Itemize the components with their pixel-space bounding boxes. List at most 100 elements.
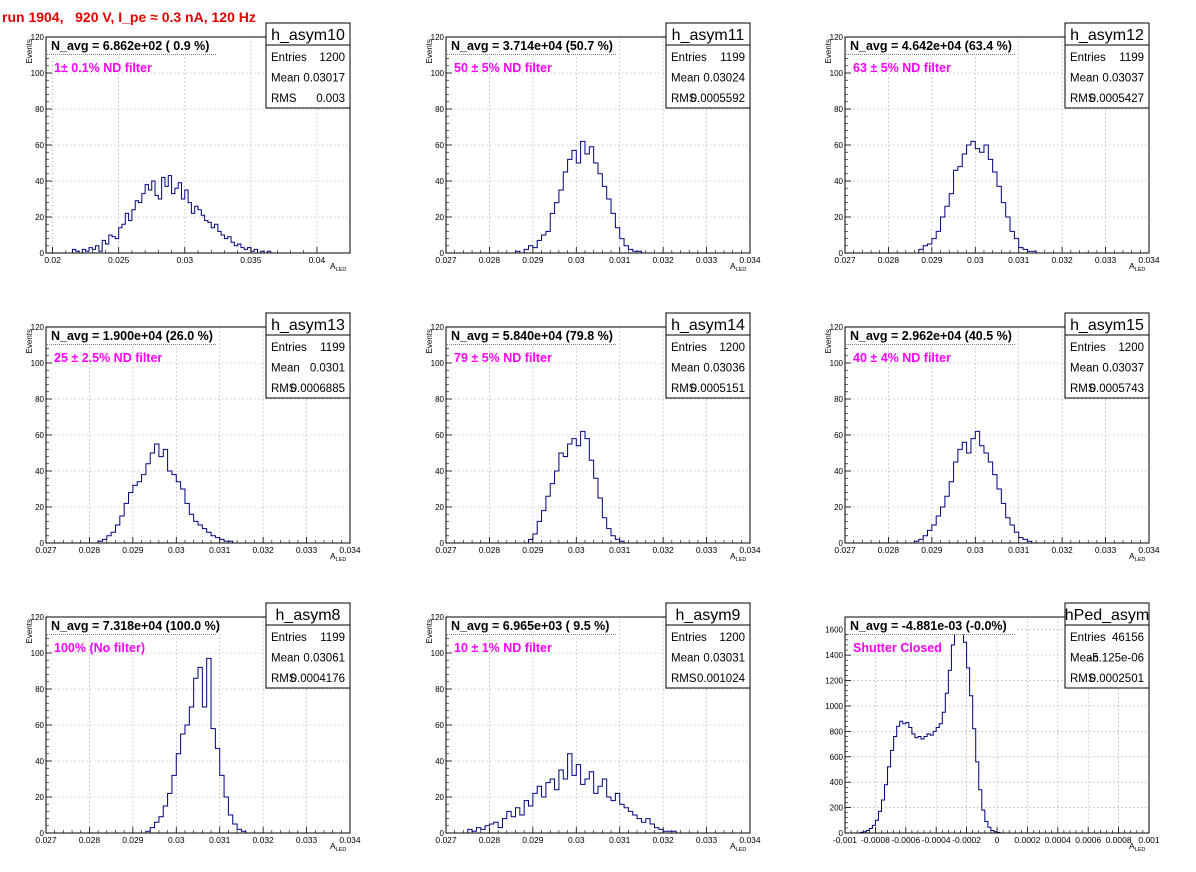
stats-label: Mean — [1070, 73, 1099, 85]
y-tick-label: 20 — [435, 793, 444, 802]
stats-title: h_asym10 — [271, 27, 345, 44]
panel-h_asym13: 0.027 0.028 0.029 0.03 0.031 0.032 0.033 0.034 0… — [25, 312, 361, 563]
x-tick-label: 0.001 — [1138, 835, 1160, 845]
histogram-line-h_asym14 — [528, 430, 625, 543]
headline-text: N_avg = 5.840e+04 (79.8 %) — [451, 329, 613, 343]
x-tick-label: 0.027 — [834, 545, 856, 555]
x-tick-label: 0.033 — [696, 545, 718, 555]
stats-label: Mean — [271, 73, 300, 85]
y-tick-label: 80 — [834, 395, 843, 404]
x-tick-label: 0.0008 — [1106, 835, 1132, 845]
y-tick-label: 1600 — [825, 626, 843, 635]
y-tick-label: 120 — [830, 323, 844, 332]
stats-value: 1200 — [319, 52, 345, 64]
x-tick-label: 0.034 — [1138, 545, 1160, 555]
stats-value: 0.03017 — [303, 73, 345, 85]
x-tick-label: 0.032 — [653, 255, 675, 265]
x-tick-label: 0.031 — [1008, 545, 1030, 555]
page-title: run 1904, 920 V, I_pe ≈ 0.3 nA, 120 Hz — [2, 9, 256, 25]
x-tick-label: 0.03 — [568, 835, 585, 845]
y-tick-label: 120 — [431, 323, 445, 332]
stats-box — [665, 312, 751, 399]
stats-value: 0.03061 — [303, 653, 345, 665]
y-tick-label: 40 — [35, 177, 44, 186]
y-tick-label: 100 — [31, 359, 45, 368]
x-tick-label: 0.027 — [35, 545, 57, 555]
stats-value: 0.0004176 — [291, 673, 345, 685]
x-tick-label: 0.028 — [878, 545, 900, 555]
x-tick-label: 0.027 — [435, 545, 457, 555]
x-tick-label: 0.032 — [253, 835, 275, 845]
stats-label: Mean — [671, 73, 700, 85]
filter-note: 50 ± 5% ND filter — [454, 61, 552, 75]
y-tick-label: 60 — [834, 141, 843, 150]
filter-note: Shutter Closed — [853, 641, 942, 655]
stats-label: RMS — [271, 383, 297, 395]
stats-box — [1064, 22, 1150, 109]
x-tick-label: 0.04 — [309, 255, 326, 265]
headline-box — [446, 327, 617, 345]
y-tick-label: 20 — [35, 793, 44, 802]
stats-label: Mean — [271, 653, 300, 665]
x-tick-label: 0.034 — [739, 545, 761, 555]
stats-label: Mean — [1070, 363, 1099, 375]
stats-label: Entries — [1070, 52, 1106, 64]
y-tick-label: 40 — [35, 757, 44, 766]
x-tick-label: 0.034 — [1138, 255, 1160, 265]
y-tick-label: 60 — [35, 141, 44, 150]
filter-note: 1± 0.1% ND filter — [54, 61, 152, 75]
panel-h_asym9: 0.027 0.028 0.029 0.03 0.031 0.032 0.033 0.034 0… — [425, 602, 761, 853]
x-tick-label: 0.034 — [339, 545, 361, 555]
histogram-line-h_asym9 — [463, 753, 677, 834]
panel-h_asym11: 0.027 0.028 0.029 0.03 0.031 0.032 0.033 0.034 0… — [425, 22, 761, 273]
y-tick-label: 120 — [31, 613, 45, 622]
y-tick-label: 1000 — [825, 702, 843, 711]
y-axis-title: Events — [25, 329, 34, 353]
stats-value: 0.03036 — [703, 363, 745, 375]
y-tick-label: 120 — [431, 33, 445, 42]
stats-value: 0.03024 — [703, 73, 745, 85]
x-tick-label: 0.02 — [44, 255, 61, 265]
stats-value: 1200 — [1118, 342, 1144, 354]
stats-label: RMS — [671, 673, 697, 685]
x-tick-label: 0.03 — [568, 255, 585, 265]
stats-label: Entries — [271, 632, 307, 644]
stats-box — [265, 22, 351, 109]
y-tick-label: 100 — [31, 69, 45, 78]
histogram-line-h_asym11 — [514, 140, 642, 254]
y-tick-label: 40 — [435, 177, 444, 186]
x-tick-label: 0.029 — [522, 545, 544, 555]
headline-text: N_avg = 1.900e+04 (26.0 %) — [51, 329, 213, 343]
x-tick-label: 0.033 — [1095, 545, 1117, 555]
stats-box — [1064, 602, 1150, 689]
stats-value: 0.0005427 — [1090, 93, 1144, 105]
x-tick-label: 0.033 — [296, 545, 318, 555]
y-tick-label: 200 — [830, 804, 844, 813]
stats-value: 46156 — [1112, 632, 1144, 644]
headline-box — [845, 327, 1016, 345]
stats-title: h_asym9 — [676, 607, 741, 624]
stats-value: 0.003 — [316, 93, 345, 105]
y-tick-label: 20 — [435, 213, 444, 222]
stats-label: RMS — [1070, 673, 1096, 685]
y-tick-label: 0 — [839, 539, 844, 548]
stats-value: 1199 — [320, 632, 345, 644]
panel-h_asym8: 0.027 0.028 0.029 0.03 0.031 0.032 0.033 0.034 0… — [25, 602, 361, 853]
headline-box — [845, 617, 1016, 635]
panel-hPed_asym: -0.001 -0.0008 -0.0006 -0.0004 -0.0002 0 0.000… — [825, 602, 1160, 853]
x-tick-label: 0.033 — [296, 835, 318, 845]
stats-label: Mean — [671, 363, 700, 375]
panel-h_asym14: 0.027 0.028 0.029 0.03 0.031 0.032 0.033 0.034 0… — [425, 312, 761, 563]
stats-value: 0.0301 — [310, 363, 345, 375]
y-tick-label: 80 — [35, 105, 44, 114]
stats-box — [665, 602, 751, 689]
stats-title: h_asym14 — [671, 317, 745, 334]
y-tick-label: 0 — [440, 249, 445, 258]
y-tick-label: 0 — [40, 539, 45, 548]
x-tick-label: 0.029 — [522, 255, 544, 265]
y-tick-label: 40 — [435, 467, 444, 476]
stats-value: 0.03031 — [703, 653, 745, 665]
stats-label: RMS — [671, 93, 697, 105]
stats-title: h_asym13 — [271, 317, 345, 334]
